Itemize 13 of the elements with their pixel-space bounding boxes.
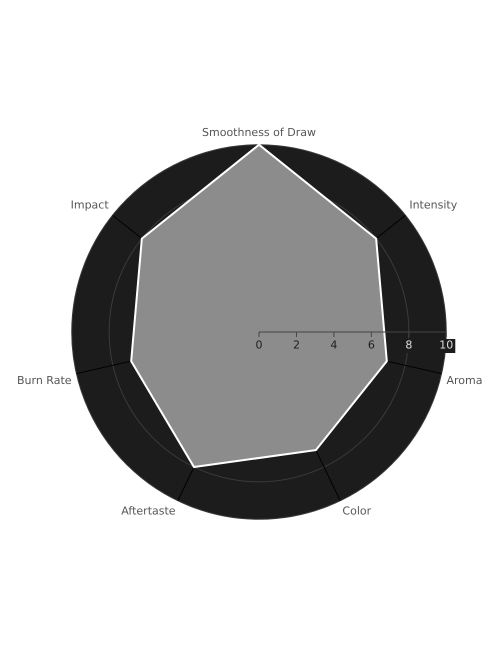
spoke-label: Aroma [446, 374, 482, 388]
spoke-label: Aftertaste [121, 504, 176, 518]
y-tick-label: 2 [292, 338, 300, 352]
spoke-label: Intensity [409, 198, 458, 212]
y-tick-label: 10 [439, 338, 454, 352]
spoke-label: Smoothness of Draw [202, 126, 316, 139]
spoke-label: Impact [70, 198, 110, 212]
spoke-label: Color [342, 504, 372, 518]
spoke-label: Burn Rate [16, 374, 72, 388]
y-tick-label: 0 [256, 338, 262, 352]
y-tick-label: 8 [405, 338, 412, 352]
y-tick-label: 6 [368, 338, 375, 352]
y-tick-label: 4 [330, 338, 338, 352]
